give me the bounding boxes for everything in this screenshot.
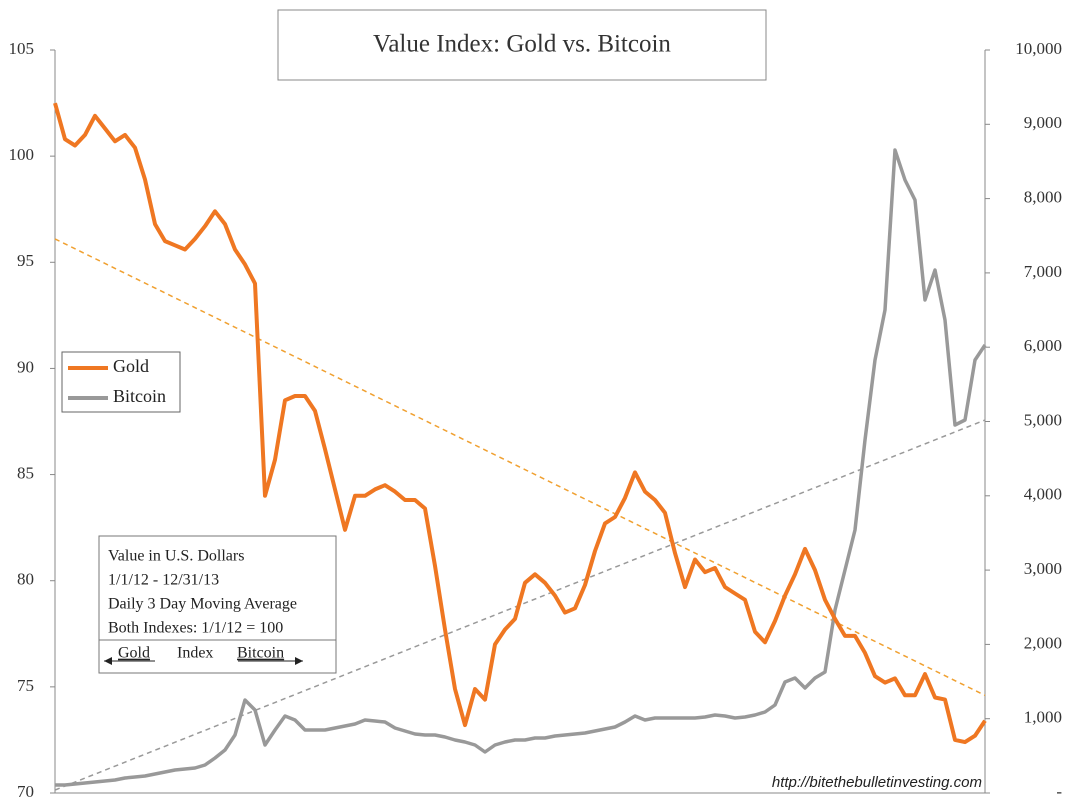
- y2-tick-label: 2,000: [1024, 633, 1062, 652]
- annotation-line: 1/1/12 - 12/31/13: [108, 572, 219, 589]
- annotation-box: [98, 535, 337, 674]
- annotation-line: Daily 3 Day Moving Average: [108, 596, 297, 613]
- y2-tick-label: 10,000: [1015, 39, 1062, 58]
- y2-tick-label: 8,000: [1024, 188, 1062, 207]
- annotation-line: Value in U.S. Dollars: [108, 548, 244, 565]
- legend-label: Bitcoin: [113, 386, 166, 406]
- arrow-head-left: [104, 657, 112, 665]
- legend-box: [61, 351, 181, 413]
- trendline: [54, 238, 986, 697]
- y2-tick-label: 1,000: [1024, 708, 1062, 727]
- y-tick-label: 95: [17, 251, 34, 270]
- trendline: [54, 419, 986, 791]
- annotation-line: Both Indexes: 1/1/12 = 100: [108, 620, 283, 637]
- annotation-footer: Bitcoin: [237, 645, 284, 662]
- legend-label: Gold: [113, 356, 149, 376]
- annotation-footer: Index: [177, 645, 213, 662]
- chart-title: Value Index: Gold vs. Bitcoin: [373, 31, 671, 58]
- y2-tick-label: 6,000: [1024, 336, 1062, 355]
- y-tick-label: 90: [17, 357, 34, 376]
- plot-area: 70 75 80 85 90 95 100 105 - 1,000 2,000 3,000 4,000 5…: [9, 39, 1063, 801]
- legend: Gold Bitcoin: [68, 356, 166, 406]
- y-tick-label: 80: [17, 570, 34, 589]
- y-tick-label: 100: [9, 145, 35, 164]
- y-tick-label: 70: [17, 782, 34, 801]
- series-line: [53, 102, 987, 745]
- source-watermark: http://bitethebulletinvesting.com: [772, 774, 982, 791]
- series-line: [55, 148, 987, 787]
- y2-tick-label: 9,000: [1024, 113, 1062, 132]
- y2-tick-label: 3,000: [1024, 559, 1062, 578]
- y2-tick-label: 7,000: [1024, 262, 1062, 281]
- y-tick-label: 75: [17, 676, 34, 695]
- annotation: Value in U.S. Dollars 1/1/12 - 12/31/13 Da…: [108, 548, 297, 662]
- arrow-head-right: [295, 657, 303, 665]
- annotation-footer: Gold: [118, 645, 150, 662]
- y2-tick-label: 4,000: [1024, 485, 1062, 504]
- y-tick-label: 105: [9, 39, 35, 58]
- title-box: [277, 9, 767, 81]
- y-tick-label: 85: [17, 463, 34, 482]
- y2-tick-label: -: [1056, 782, 1062, 801]
- y2-tick-label: 5,000: [1024, 410, 1062, 429]
